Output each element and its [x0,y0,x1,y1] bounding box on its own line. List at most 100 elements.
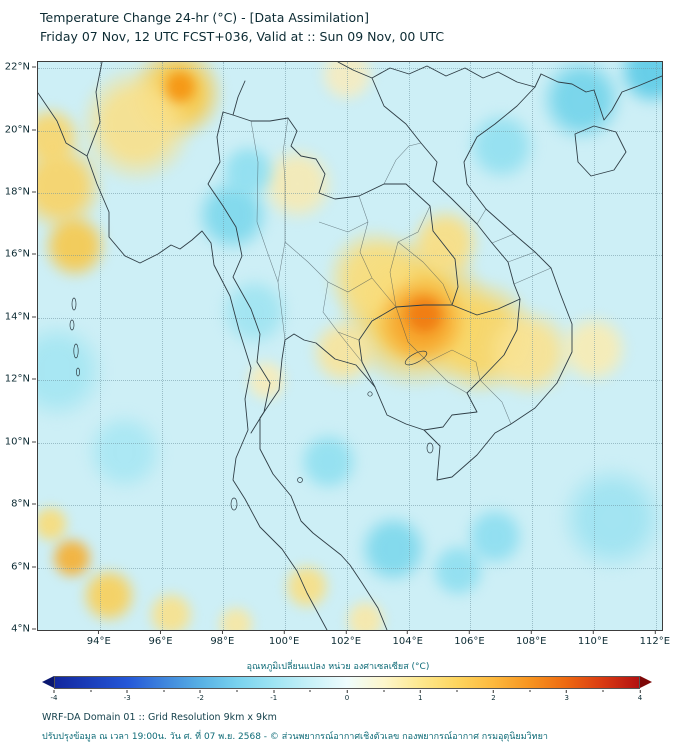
page-title: Temperature Change 24-hr (°C) - [Data As… [40,10,369,25]
colorbar-under-arrow [42,676,54,688]
y-axis-tick: 20°N [5,124,36,135]
colorbar-minor-tick [602,690,604,692]
page-subtitle: Friday 07 Nov, 12 UTC FCST+036, Valid at… [40,29,445,44]
anomaly-blob [393,283,455,346]
map-plot-area [37,61,663,631]
x-axis-tick: 104°E [392,630,423,647]
y-axis-tick: 18°N [5,187,36,198]
y-axis-tick: 4°N [11,624,36,635]
colorbar-ticks: -4 -3 -2 -1 0 1 2 3 4 [50,690,642,704]
x-axis-tick: 106°E [454,630,485,647]
tick-mark [283,630,285,634]
tick-mark [32,66,36,68]
tick-mark [160,630,162,634]
x-axis-tick: 94°E [87,630,111,647]
tick-mark [493,690,494,693]
footer-domain-info: WRF-DA Domain 01 :: Grid Resolution 9km … [42,712,277,723]
y-tick-label: 10°N [4,436,30,448]
colorbar-tick-label: 0 [344,694,350,702]
colorbar-minor-tick [236,690,238,692]
tick-mark [592,630,594,634]
tick-mark [53,690,55,693]
x-tick-label: 98°E [210,636,235,647]
x-axis-tick: 100°E [269,630,299,647]
y-axis-tick: 6°N [11,561,36,572]
province-borders [250,117,552,425]
colorbar-tick-label: 1 [418,694,423,702]
tick-mark [346,690,348,693]
x-axis-tick: 98°E [210,630,234,647]
x-tick-label: 104°E [392,636,423,647]
x-tick-label: 110°E [577,636,609,647]
x-axis-tick: 112°E [640,630,670,647]
tick-mark [419,690,421,693]
x-tick-label: 106°E [454,636,485,647]
tick-mark [32,378,36,380]
tick-mark [654,630,656,634]
colorbar-tick-label: 2 [491,694,496,702]
y-tick-label: 12°N [4,373,30,385]
x-axis-tick: 110°E [578,630,608,647]
footer-thai-credit: ปรับปรุงข้อมูล ณ เวลา 19:00น. วัน ศ. ที่… [42,732,548,742]
colorbar-tick-label: -2 [197,694,204,702]
x-tick-label: 112°E [639,636,671,647]
colorbar-major-tick: -3 [124,690,131,702]
colorbar-minor-tick [163,690,165,692]
y-axis-tick: 16°N [5,249,36,260]
tick-mark [468,630,470,634]
tick-mark [199,690,201,693]
x-axis-tick: 108°E [516,630,546,647]
anomaly-blob [451,492,539,580]
colorbar-tick-label: 4 [637,694,643,702]
y-axis-tick: 10°N [5,436,36,447]
y-tick-label: 14°N [4,311,30,323]
tick-mark [345,630,347,634]
colorbar-major-tick: 0 [345,690,349,702]
colorbar-minor-tick [383,690,385,692]
colorbar-gradient [54,676,640,689]
anomaly-blob [136,580,205,630]
tick-mark [32,253,36,255]
coastlines [38,73,662,630]
x-tick-label: 100°E [268,636,300,647]
x-axis-tick: 102°E [331,630,361,647]
anomaly-blob [38,199,122,293]
tick-mark [566,690,568,693]
tick-mark [32,129,36,131]
anomaly-blob [285,417,372,506]
colorbar-major-tick: 3 [565,690,569,702]
anomaly-blob [272,551,341,621]
x-axis-tick: 96°E [149,630,173,647]
tick-mark [32,628,36,630]
tick-mark [32,503,36,505]
colorbar-over-arrow [640,676,652,688]
tick-mark [221,630,223,634]
islands [69,297,434,511]
colorbar-major-tick: -1 [270,690,277,702]
x-tick-label: 96°E [148,636,173,647]
colorbar-tick-label: -4 [50,694,58,702]
tick-mark [126,690,128,693]
country-borders [86,62,536,434]
tick-mark [32,191,36,193]
anomaly-blob [68,395,181,509]
colorbar-major-tick: 4 [638,690,642,702]
colorbar-minor-tick [90,690,92,692]
y-axis-tick: 12°N [5,374,36,385]
colorbar-minor-tick [456,690,458,692]
x-tick-label: 94°E [86,636,111,647]
x-tick-label: 102°E [330,636,362,647]
y-axis-tick: 22°N [5,62,36,73]
colorbar-major-tick: -4 [50,690,58,702]
y-tick-label: 18°N [4,186,30,198]
anomaly-blob [153,62,207,114]
header: Temperature Change 24-hr (°C) - [Data As… [40,8,444,46]
colorbar-tick-label: -1 [270,694,278,702]
y-tick-label: 6°N [11,561,30,573]
anomaly-blob [538,442,662,593]
anomaly-blob [207,130,289,212]
y-axis-tick: 14°N [5,311,36,322]
anomaly-blob [451,96,551,197]
x-axis: 94°E 96°E 98°E 100°E 102°E 104°E 106°E 108°E 110… [37,630,670,652]
